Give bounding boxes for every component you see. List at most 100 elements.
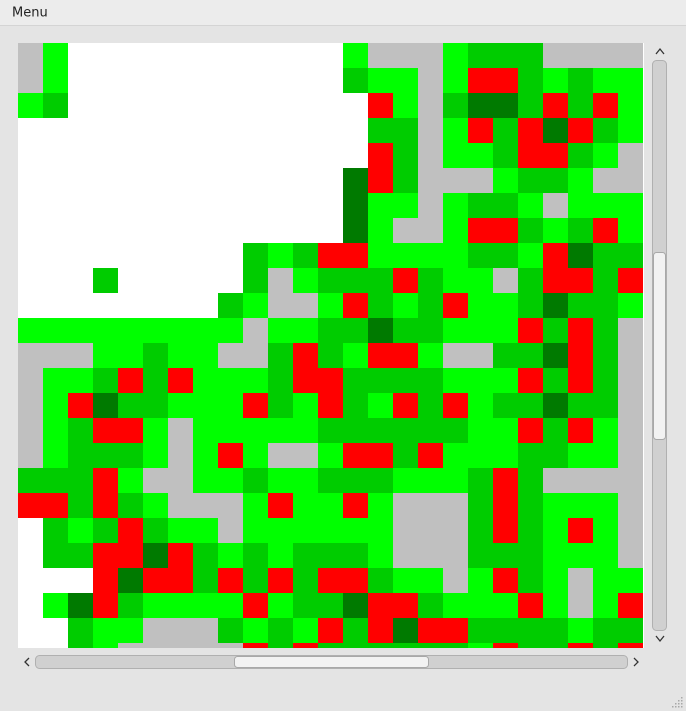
grid-cell bbox=[443, 43, 468, 68]
grid-cell bbox=[68, 518, 93, 543]
grid-cell bbox=[368, 93, 393, 118]
grid-cell bbox=[93, 468, 118, 493]
scroll-left-arrow[interactable] bbox=[24, 657, 30, 667]
grid-cell bbox=[368, 468, 393, 493]
grid-cell bbox=[568, 568, 593, 593]
grid-cell bbox=[418, 243, 443, 268]
grid-cell bbox=[568, 593, 593, 618]
grid-cell bbox=[568, 118, 593, 143]
grid-cell bbox=[293, 593, 318, 618]
grid-cell bbox=[218, 443, 243, 468]
scroll-right-arrow[interactable] bbox=[633, 657, 639, 667]
grid-cell bbox=[343, 443, 368, 468]
grid-cell bbox=[343, 593, 368, 618]
grid-cell bbox=[568, 368, 593, 393]
grid-cell bbox=[518, 168, 543, 193]
grid-cell bbox=[393, 593, 418, 618]
grid-cell bbox=[268, 618, 293, 643]
grid-cell bbox=[343, 168, 368, 193]
grid-cell bbox=[518, 118, 543, 143]
grid-cell bbox=[318, 618, 343, 643]
resize-grip[interactable] bbox=[672, 697, 683, 708]
grid-cell bbox=[368, 418, 393, 443]
grid-cell bbox=[418, 418, 443, 443]
grid-cell bbox=[418, 343, 443, 368]
grid-cell bbox=[468, 393, 493, 418]
grid-cell bbox=[18, 318, 43, 343]
grid-cell bbox=[493, 493, 518, 518]
grid-cell bbox=[493, 618, 518, 643]
v-scroll-handle[interactable] bbox=[653, 252, 666, 440]
grid-cell bbox=[293, 443, 318, 468]
grid-cell bbox=[318, 293, 343, 318]
h-scroll-handle[interactable] bbox=[234, 656, 429, 668]
grid-cell bbox=[593, 418, 618, 443]
grid-cell bbox=[543, 643, 568, 648]
grid-cell bbox=[418, 93, 443, 118]
grid-cell bbox=[268, 643, 293, 648]
grid-cell bbox=[443, 418, 468, 443]
grid-cell bbox=[418, 193, 443, 218]
grid-cell bbox=[118, 393, 143, 418]
grid-cell bbox=[43, 493, 68, 518]
grid-cell bbox=[168, 318, 193, 343]
grid-cell bbox=[618, 518, 643, 543]
grid-cell bbox=[18, 468, 43, 493]
grid-cell bbox=[268, 468, 293, 493]
grid-cell bbox=[68, 318, 93, 343]
grid-cell bbox=[218, 518, 243, 543]
grid-cell bbox=[68, 418, 93, 443]
grid-cell bbox=[243, 493, 268, 518]
grid-cell bbox=[543, 143, 568, 168]
grid-cell bbox=[193, 443, 218, 468]
grid-cell bbox=[18, 443, 43, 468]
grid-cell bbox=[418, 368, 443, 393]
grid-cell bbox=[593, 293, 618, 318]
grid-cell bbox=[618, 293, 643, 318]
grid-cell bbox=[193, 468, 218, 493]
grid-cell bbox=[418, 143, 443, 168]
grid-cell bbox=[618, 493, 643, 518]
grid-cell bbox=[468, 293, 493, 318]
grid-cell bbox=[393, 193, 418, 218]
grid-cell bbox=[68, 368, 93, 393]
grid-cell bbox=[118, 468, 143, 493]
grid-cell bbox=[68, 618, 93, 643]
grid-cell bbox=[368, 543, 393, 568]
grid-cell bbox=[43, 93, 68, 118]
grid-cell bbox=[343, 468, 368, 493]
grid-cell bbox=[118, 643, 143, 648]
grid-cell bbox=[543, 618, 568, 643]
grid-cell bbox=[493, 168, 518, 193]
grid-cell bbox=[518, 68, 543, 93]
grid-cell bbox=[593, 643, 618, 648]
grid-cell bbox=[368, 168, 393, 193]
grid-cell bbox=[193, 543, 218, 568]
grid-cell bbox=[193, 618, 218, 643]
grid-cell bbox=[168, 543, 193, 568]
grid-cell bbox=[493, 443, 518, 468]
grid-cell bbox=[293, 343, 318, 368]
grid-cell bbox=[418, 568, 443, 593]
grid-cell bbox=[518, 368, 543, 393]
grid-cell bbox=[318, 268, 343, 293]
grid-cell bbox=[393, 218, 418, 243]
grid-cell bbox=[418, 643, 443, 648]
grid-cell bbox=[18, 418, 43, 443]
grid-cell bbox=[193, 493, 218, 518]
grid-cell bbox=[593, 493, 618, 518]
grid-cell bbox=[468, 493, 493, 518]
grid-cell bbox=[618, 43, 643, 68]
grid-cell bbox=[343, 243, 368, 268]
grid-cell bbox=[318, 243, 343, 268]
grid-cell bbox=[143, 518, 168, 543]
grid-cell bbox=[443, 318, 468, 343]
grid-cell bbox=[318, 368, 343, 393]
grid-cell bbox=[218, 293, 243, 318]
grid-cell bbox=[418, 268, 443, 293]
scroll-up-arrow[interactable] bbox=[655, 47, 665, 55]
grid-cell bbox=[518, 93, 543, 118]
menu-item[interactable]: Menu bbox=[12, 6, 48, 21]
scroll-down-arrow[interactable] bbox=[655, 635, 665, 643]
grid-cell bbox=[143, 618, 168, 643]
